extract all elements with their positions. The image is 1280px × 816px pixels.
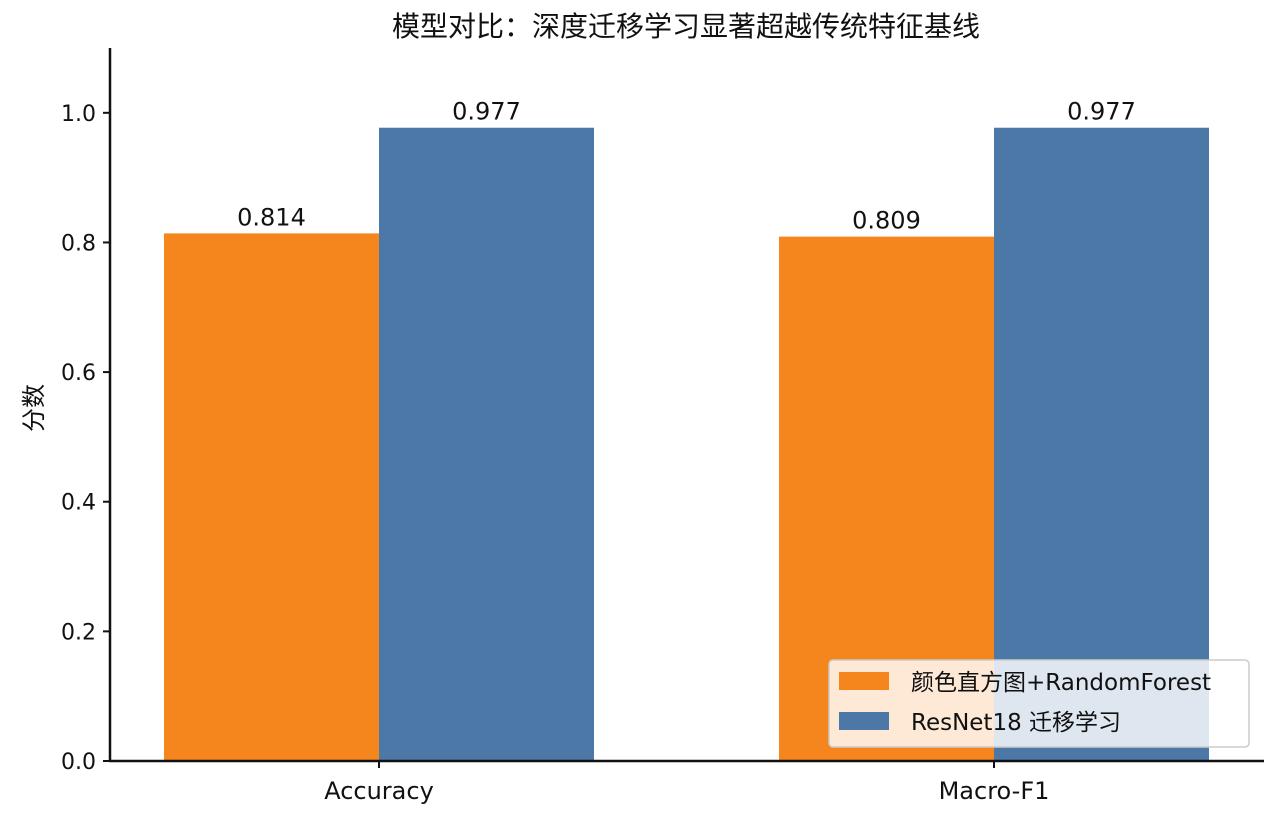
data-labels-group: 0.814 0.977 0.809 0.977 <box>237 98 1136 235</box>
x-tick-label-macro-f1: Macro-F1 <box>939 777 1050 805</box>
data-label-accuracy-series-1: 0.977 <box>452 98 521 126</box>
bar-accuracy-series-0 <box>164 233 379 761</box>
legend-label-rf: 颜色直方图+RandomForest <box>911 670 1211 696</box>
legend-box <box>828 659 1250 748</box>
x-ticks-group: Accuracy Macro-F1 <box>324 761 1049 805</box>
bar-accuracy-series-1 <box>379 127 594 761</box>
x-tick-label-accuracy: Accuracy <box>324 777 434 805</box>
y-tick-label: 0.2 <box>61 620 96 645</box>
data-label-accuracy-series-0: 0.814 <box>237 203 306 231</box>
legend-label-resnet: ResNet18 迁移学习 <box>911 710 1121 736</box>
legend: 颜色直方图+RandomForest ResNet18 迁移学习 <box>828 659 1250 748</box>
legend-swatch-resnet <box>839 712 889 730</box>
chart-title: 模型对比：深度迁移学习显著超越传统特征基线 <box>392 10 980 43</box>
y-axis-label: 分数 <box>20 384 48 432</box>
bars-group <box>164 127 1209 761</box>
y-tick-label: 0.6 <box>61 361 96 386</box>
data-label-macro-f1-series-0: 0.809 <box>852 207 921 235</box>
legend-swatch-rf <box>839 672 889 690</box>
y-tick-label: 0.8 <box>61 231 96 256</box>
y-tick-label: 0.4 <box>61 491 96 516</box>
bar-macro-f1-series-1 <box>994 127 1209 761</box>
data-label-macro-f1-series-1: 0.977 <box>1067 98 1136 126</box>
y-ticks-group: 0.0 0.2 0.4 0.6 0.8 1.0 <box>61 102 110 775</box>
y-tick-label: 0.0 <box>61 750 96 775</box>
y-tick-label: 1.0 <box>61 102 96 127</box>
